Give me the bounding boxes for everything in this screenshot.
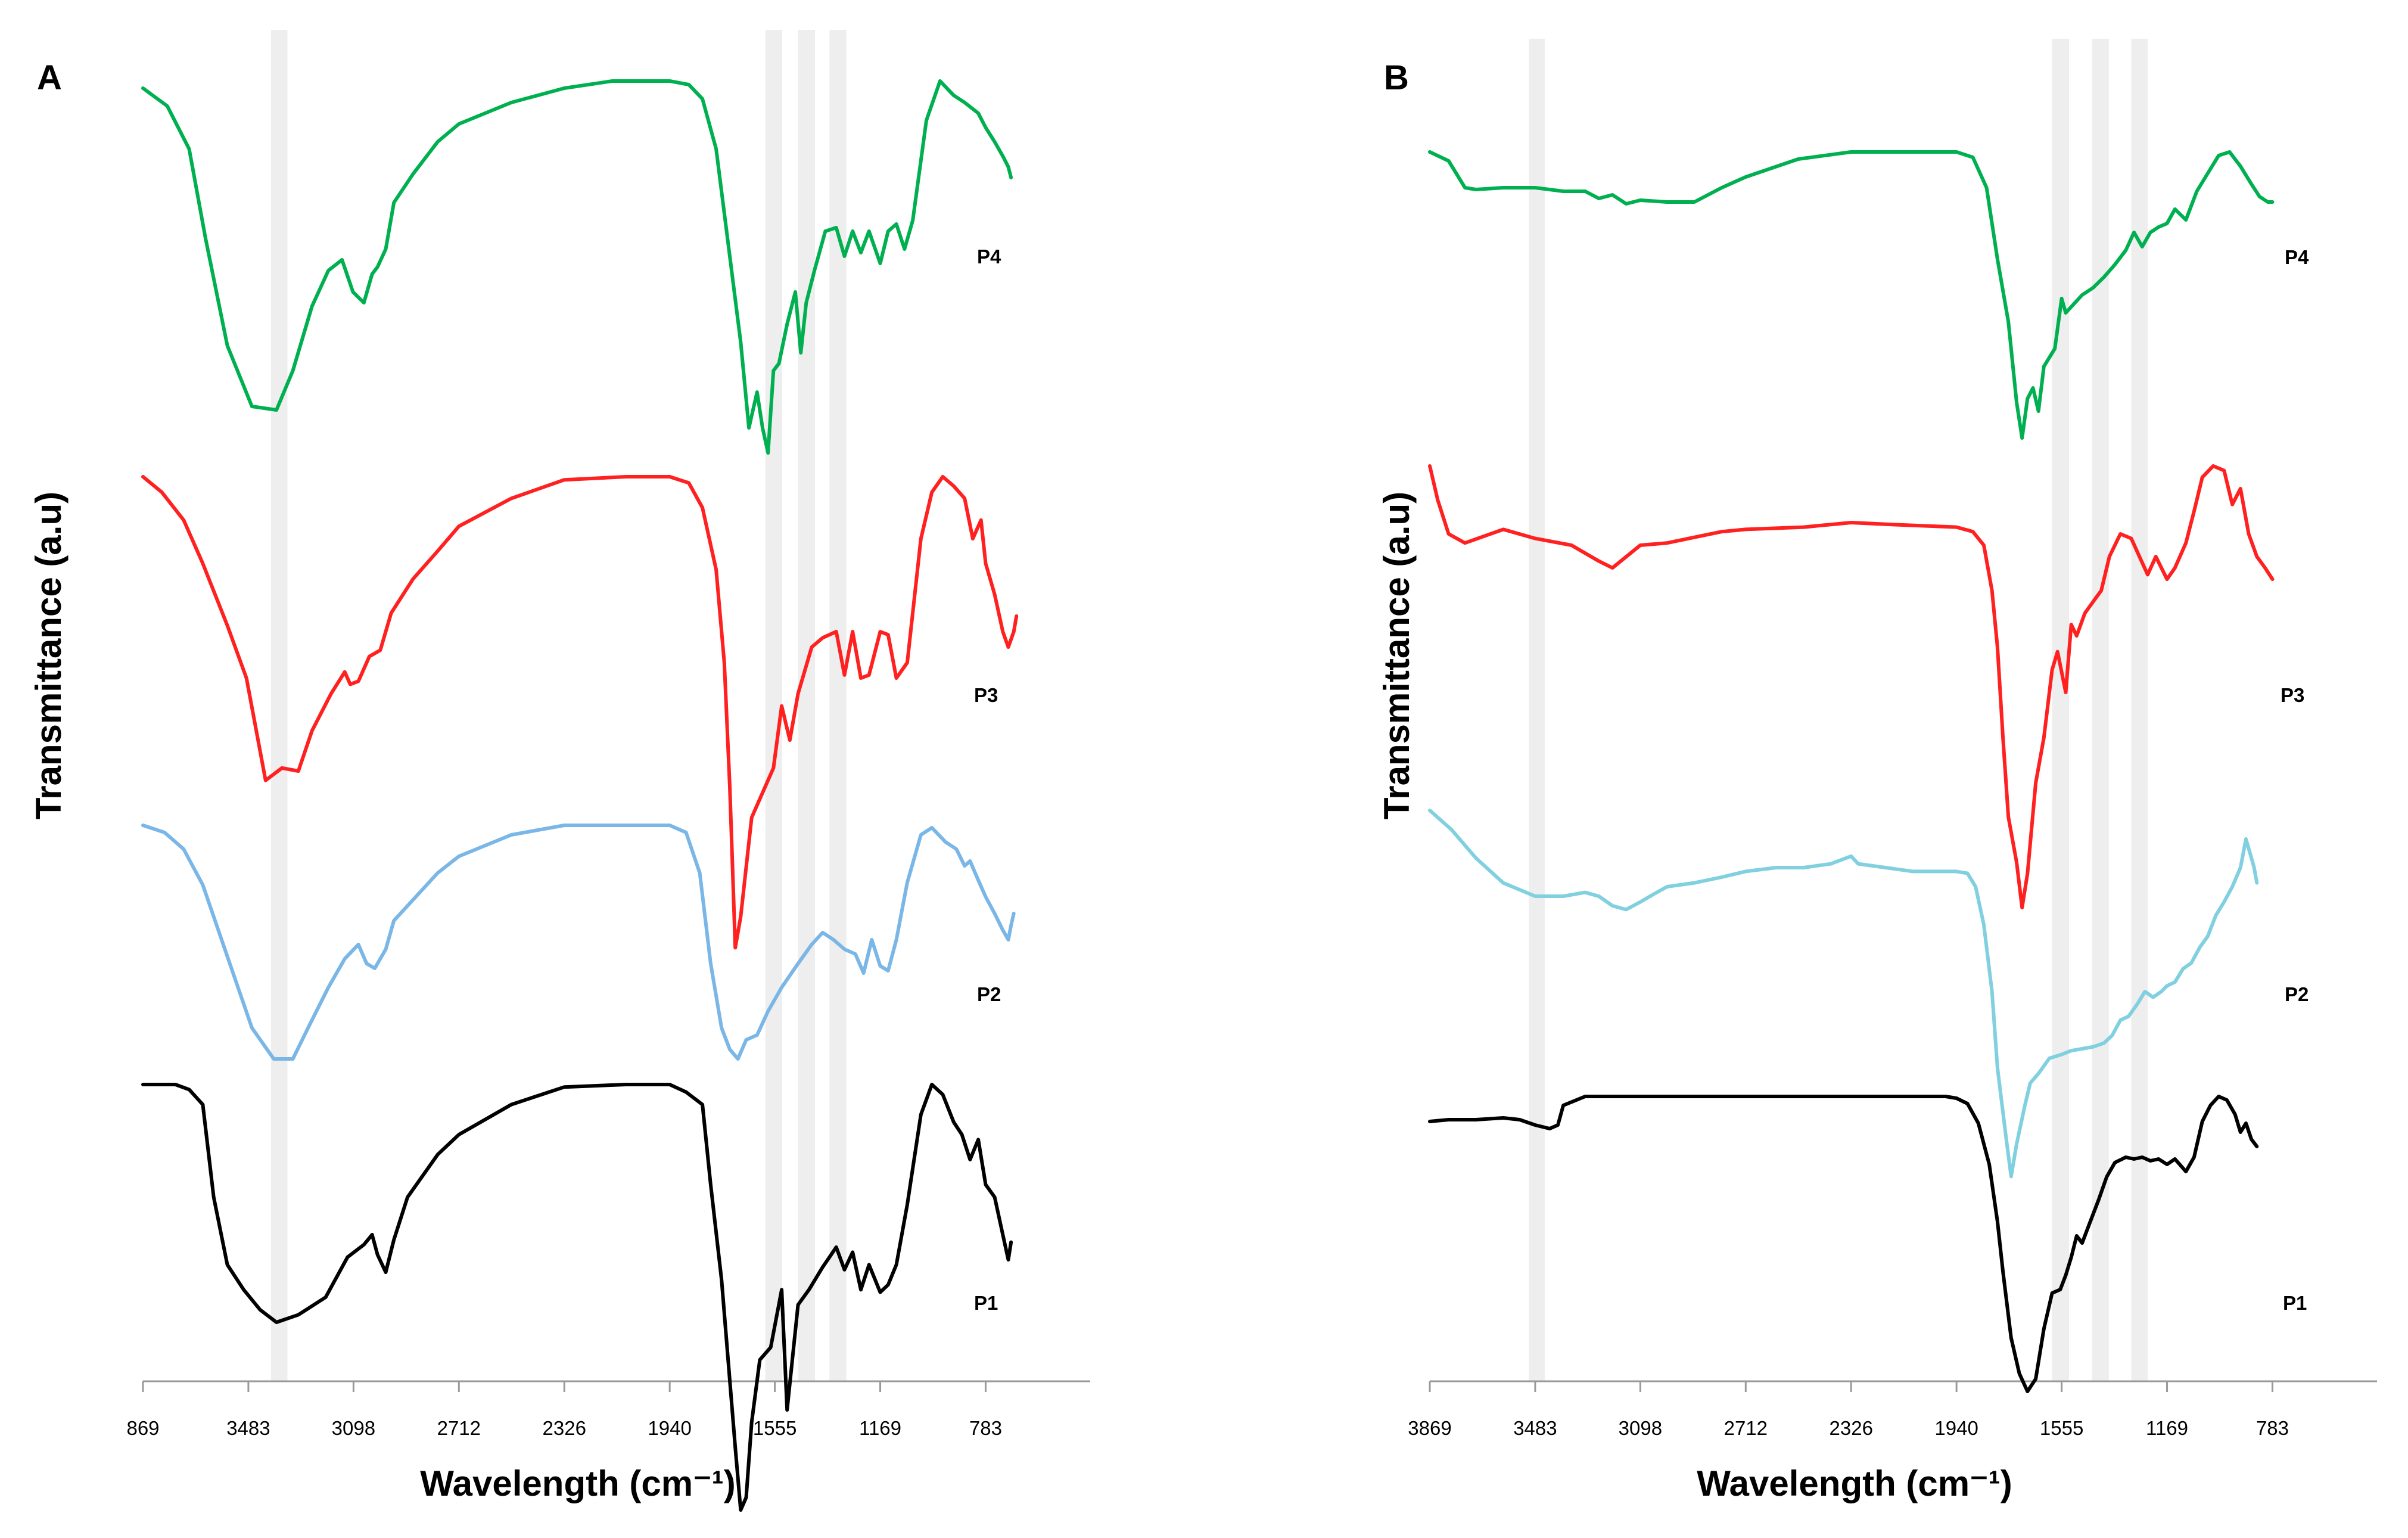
panel-a-highlight-band-2: [765, 30, 782, 1381]
panel-a-x-axis-label: Wavelength (cm⁻¹): [420, 1464, 735, 1503]
panel-b-x-tick-label: 3098: [1619, 1417, 1662, 1439]
panel-b-highlight-bands: [1529, 39, 2148, 1381]
panel-b-x-tick-label: 1169: [2146, 1417, 2188, 1439]
panel-a-x-tick-label: 3098: [332, 1417, 375, 1439]
panel-b-x-tick-label: 1940: [1934, 1417, 1978, 1439]
panel-a-x-tick-label: 1169: [859, 1417, 901, 1439]
panel-b-highlight-band-2: [2052, 39, 2069, 1381]
panel-b-x-tick-label: 3869: [1408, 1417, 1451, 1439]
panel-a-spectrum-p2: [141, 824, 1016, 1061]
panel-a-x-tick-label: 2712: [437, 1417, 481, 1439]
panel-b-spectrum-p1: [1428, 1095, 2259, 1393]
panel-a-series-label-p3: P3: [974, 684, 998, 706]
panel-b-x-tick-label: 1555: [2040, 1417, 2083, 1439]
panel-a-x-tick-label: 2326: [543, 1417, 586, 1439]
panel-b-x-axis-label: Wavelength (cm⁻¹): [1697, 1464, 2012, 1503]
panel-b-spectrum-p4: [1428, 150, 2275, 440]
panel-b-x-tick-label: 2712: [1724, 1417, 1768, 1439]
panel-a-spectrum-p1: [141, 1083, 1013, 1512]
panel-a-series-label-p2: P2: [977, 983, 1001, 1005]
panel-b-series-label-p3: P3: [2281, 684, 2304, 706]
panel-b-spectrum-p2: [1428, 809, 2259, 1179]
panel-a-highlight-band-1: [270, 30, 288, 1381]
panel-a-x-tick-label: 1940: [648, 1417, 691, 1439]
panel-b-letter: B: [1384, 58, 1409, 97]
panel-b: B Transmittance (a.u) Wavelength (cm⁻¹) …: [1377, 39, 2377, 1503]
panel-a-spectrum-p3: [141, 475, 1019, 950]
panel-b-series-label-p2: P2: [2285, 983, 2309, 1005]
panel-a-spectrum-p4: [141, 79, 1013, 455]
panel-b-series-label-p1: P1: [2283, 1292, 2307, 1314]
panel-b-x-tick-label: 3483: [1513, 1417, 1557, 1439]
panel-a-x-tick-label: 1555: [753, 1417, 797, 1439]
panel-b-series-label-p4: P4: [2285, 246, 2309, 268]
panel-a-x-tick-label: 3483: [226, 1417, 270, 1439]
panel-a-letter: A: [37, 58, 62, 97]
panel-b-y-axis-label: Transmittance (a.u): [1377, 492, 1417, 819]
panel-b-x-tick-label: 2326: [1830, 1417, 1873, 1439]
panel-a-highlight-bands: [270, 30, 847, 1381]
panel-a-series-label-p1: P1: [974, 1292, 998, 1314]
panel-b-x-tick-label: 783: [2256, 1417, 2289, 1439]
panel-a-x-tick-label: 783: [969, 1417, 1002, 1439]
panel-a-series-label-p4: P4: [977, 246, 1001, 268]
panel-a-y-axis-label: Transmittance (a.u): [29, 492, 69, 819]
panel-b-spectrum-p3: [1428, 464, 2275, 909]
panel-b-highlight-band-1: [1529, 39, 1545, 1381]
panel-a-highlight-band-3: [798, 30, 815, 1381]
panel-b-highlight-band-3: [2092, 39, 2109, 1381]
panel-a: A Transmittance (a.u) Wavelength (cm⁻¹) …: [29, 30, 1090, 1512]
panel-a-x-tick-label: 869: [126, 1417, 159, 1439]
